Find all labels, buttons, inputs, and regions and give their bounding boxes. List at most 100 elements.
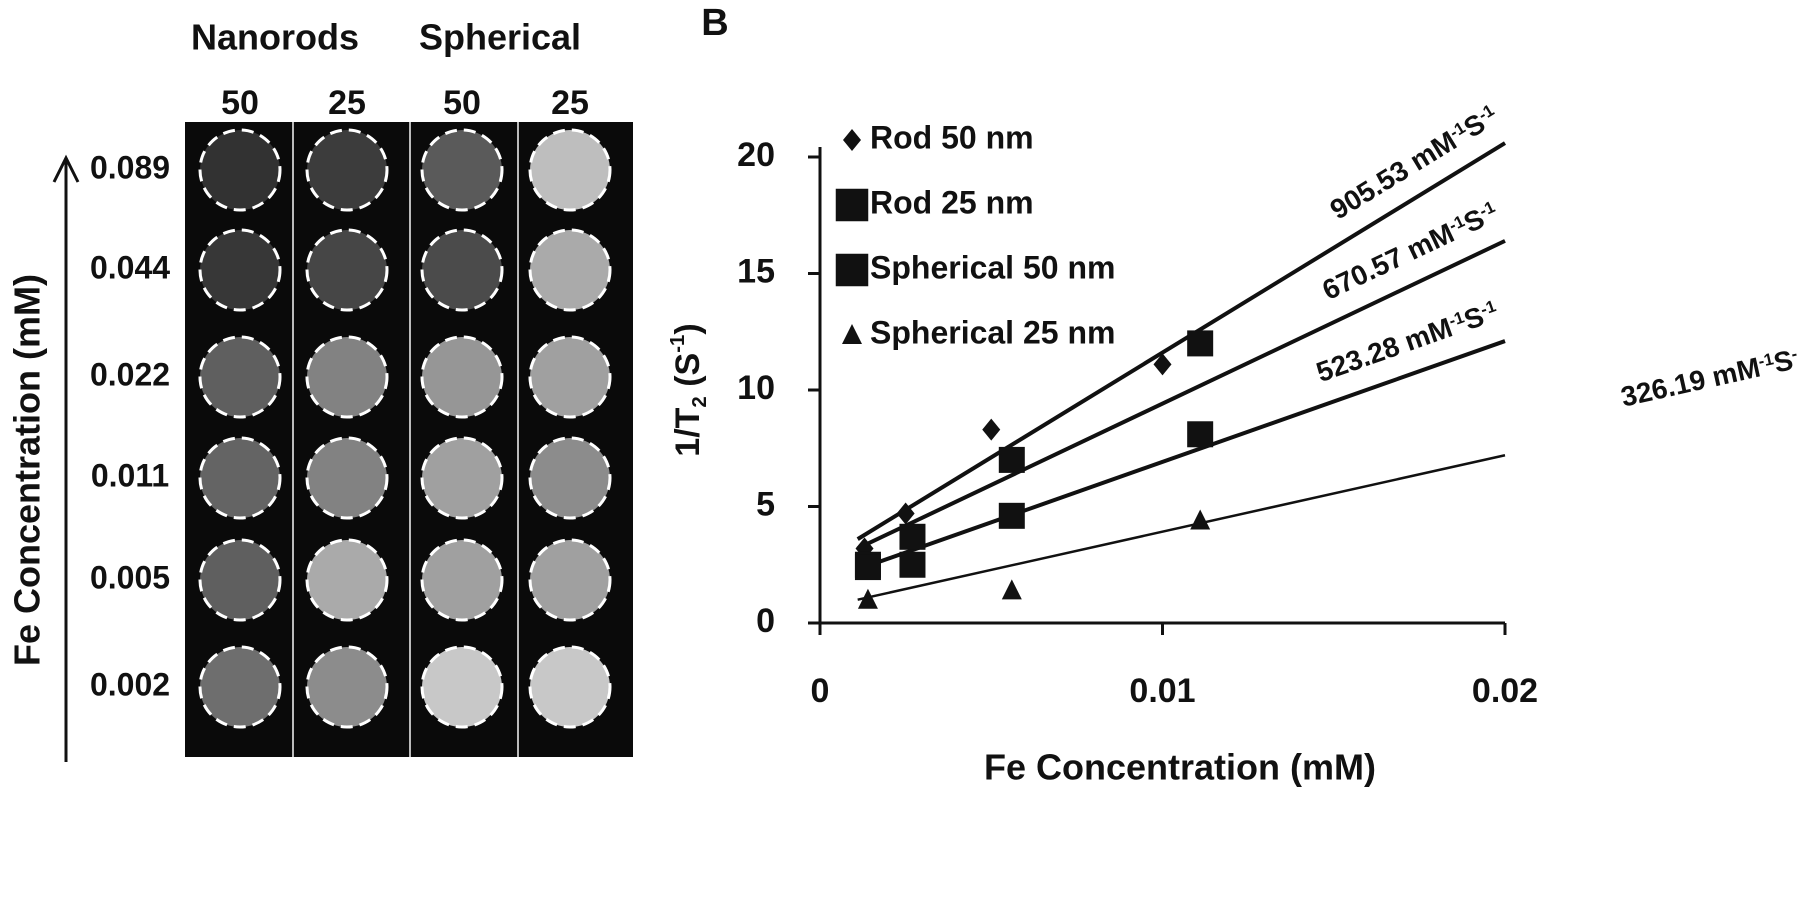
well-outline [198,335,282,419]
legend-label: Spherical 25 nm [870,314,1115,350]
text-part: - [1789,343,1799,363]
well-outline [528,436,612,520]
marker [1001,579,1022,600]
row-label: 0.005 [90,559,170,595]
well-outline [528,538,612,622]
well [530,540,610,620]
well [530,438,610,518]
marker [998,446,1025,473]
marker [899,551,926,578]
well-outline [528,128,612,212]
text-part: 326.19 mM [1618,352,1763,413]
wells [198,128,612,729]
text-part: -1 [667,335,689,353]
x-tick-label: 0 [811,672,830,710]
well-outline [420,538,504,622]
legend-marker [835,253,869,287]
well-outline [198,228,282,312]
well-outline [305,128,389,212]
well-outline [198,538,282,622]
well-outline [305,335,389,419]
legend-marker [843,129,861,151]
row-label: 0.011 [91,457,169,493]
well [530,130,610,210]
well [307,438,387,518]
well [530,230,610,310]
well [200,438,280,518]
well [200,647,280,727]
row-label: 0.044 [90,249,170,285]
well-outline [305,538,389,622]
row-label: 0.002 [90,666,170,702]
fit-line [857,454,1506,601]
marker [1190,509,1211,530]
panel-label: B [701,2,728,44]
well-outline [528,645,612,729]
x-axis-label: Fe Concentration (mM) [984,747,1376,788]
well-outline [198,645,282,729]
fit-line [856,141,1507,541]
text-part: 1/T [669,407,707,456]
well-outline [305,228,389,312]
well-outline [528,228,612,312]
well-outline [198,436,282,520]
text-part: -1 [1476,197,1498,221]
y-axis-label: 1/T2 (S-1) [667,323,711,456]
well [307,230,387,310]
marker [998,502,1025,529]
y-tick-label: 15 [737,252,775,290]
text-part: -1 [1756,349,1775,371]
text-part: 670.57 mM [1318,217,1459,306]
well-outline [420,645,504,729]
well [422,230,502,310]
well-outline [420,335,504,419]
text-part: -1 [1446,307,1466,330]
text-part: (S [669,353,707,396]
column-size: 25 [551,84,589,122]
well [307,647,387,727]
group-label: Nanorods [191,17,359,58]
row-label: 0.022 [90,356,170,392]
marker [896,502,915,525]
well [200,230,280,310]
axis-label: Fe Concentration (mM) [7,274,48,666]
marker [857,588,878,609]
x-tick-label: 0.01 [1129,672,1195,710]
text-part: -1 [1446,211,1468,235]
text-part: ) [669,323,707,334]
fit-line [856,239,1506,551]
legend-label: Rod 25 nm [870,184,1034,220]
marker [1153,353,1172,376]
fit-annotation: 326.19 mM-1S- [1618,343,1800,413]
legend-marker [835,188,869,222]
legend-label: Rod 50 nm [870,119,1034,155]
well [307,540,387,620]
well [530,337,610,417]
column-size: 50 [443,84,481,122]
well [422,130,502,210]
marker [982,418,1001,441]
marker [899,523,926,550]
well-outline [305,645,389,729]
well [200,540,280,620]
marker [1187,330,1214,357]
arrow-head [52,154,80,183]
well-outline [420,228,504,312]
well-outline [198,128,282,212]
column-size: 50 [221,84,259,122]
well-outline [528,335,612,419]
row-label: 0.089 [90,149,170,185]
marker [1187,421,1214,448]
well [422,438,502,518]
y-tick-label: 5 [756,485,775,523]
well [422,540,502,620]
well [422,337,502,417]
legend-marker [842,324,862,344]
legend-label: Spherical 50 nm [870,249,1115,285]
well [200,337,280,417]
well [307,130,387,210]
text-part: -1 [1478,296,1498,319]
well [422,647,502,727]
text-part: 2 [689,396,711,407]
